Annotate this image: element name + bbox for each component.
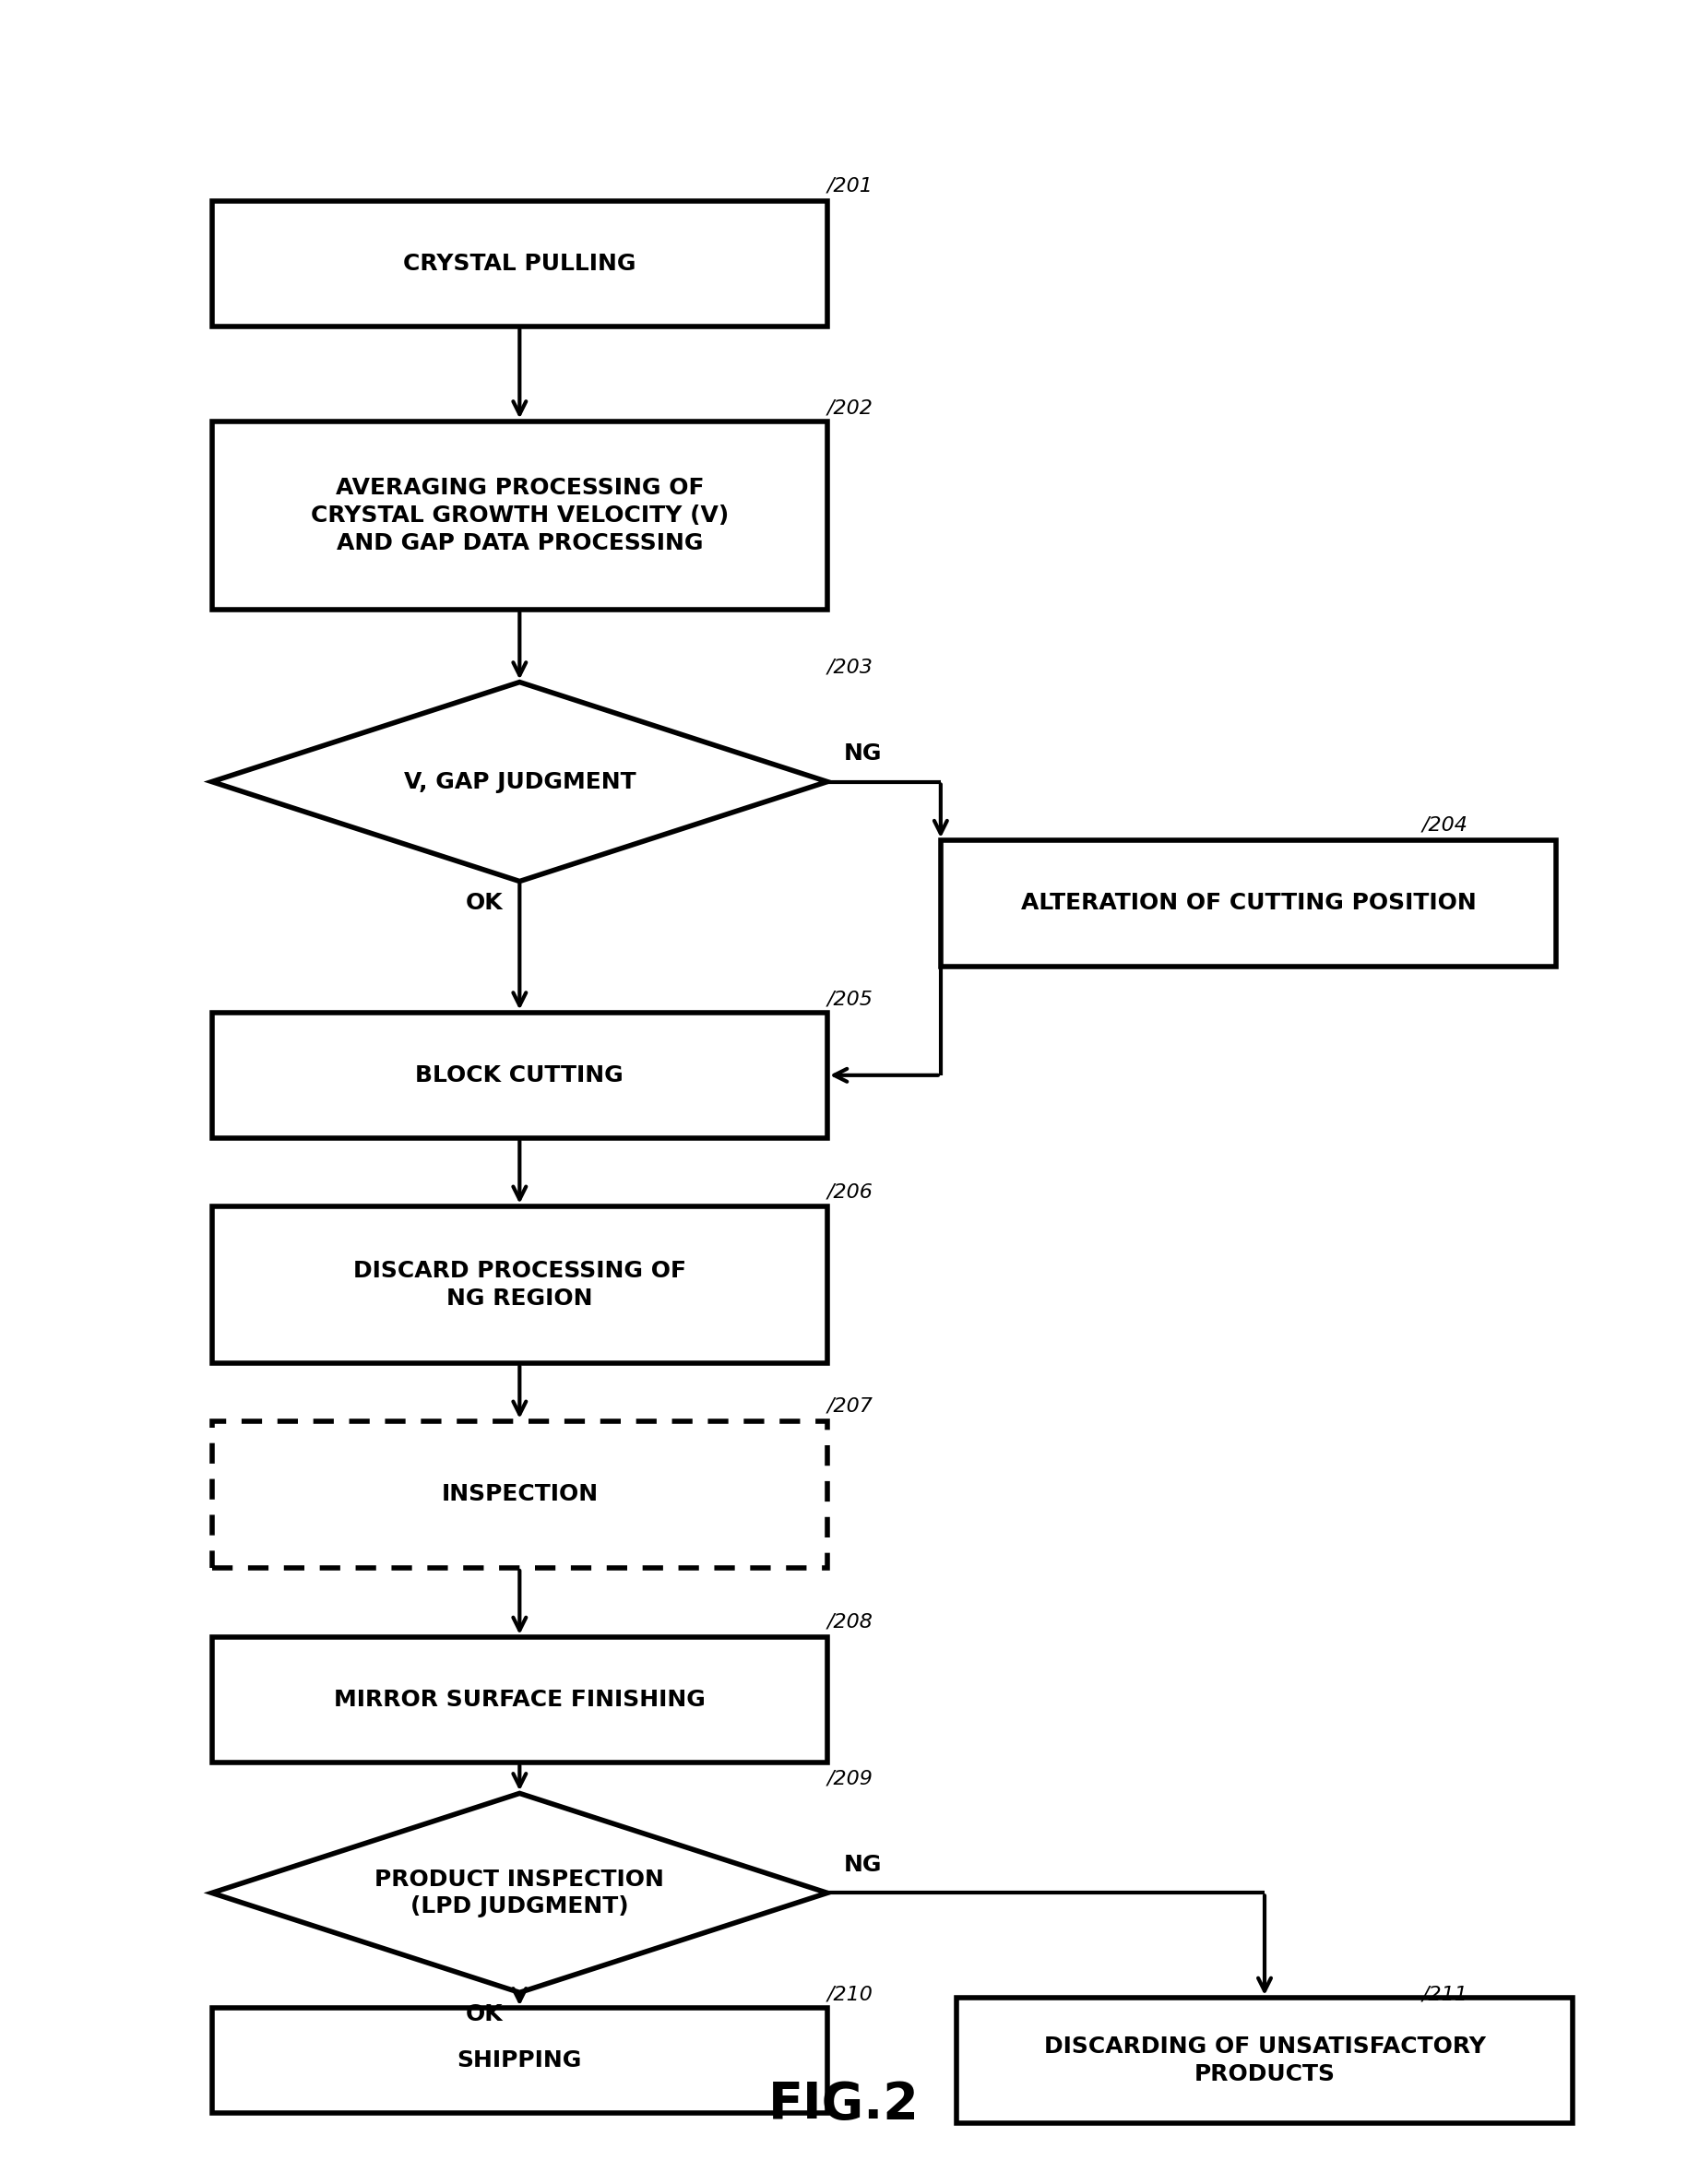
Text: OK: OK (466, 891, 503, 913)
Text: /203: /203 (827, 657, 874, 677)
Bar (941, 841, 1555, 965)
Text: SHIPPING: SHIPPING (457, 2049, 582, 2073)
Text: /209: /209 (827, 1769, 874, 1789)
Text: AVERAGING PROCESSING OF
CRYSTAL GROWTH VELOCITY (V)
AND GAP DATA PROCESSING: AVERAGING PROCESSING OF CRYSTAL GROWTH V… (310, 476, 729, 555)
Text: INSPECTION: INSPECTION (440, 1483, 599, 1505)
Text: MIRROR SURFACE FINISHING: MIRROR SURFACE FINISHING (334, 1688, 705, 1710)
Text: /208: /208 (827, 1612, 874, 1631)
Text: OK: OK (466, 2003, 503, 2025)
Polygon shape (213, 1793, 827, 1992)
Bar (213, 422, 827, 609)
Text: PRODUCT INSPECTION
(LPD JUDGMENT): PRODUCT INSPECTION (LPD JUDGMENT) (375, 1867, 665, 1918)
Polygon shape (213, 681, 827, 882)
Text: /206: /206 (827, 1182, 874, 1201)
Text: /211: /211 (1422, 1985, 1468, 2005)
Text: /201: /201 (827, 177, 874, 194)
Text: FIG.2: FIG.2 (768, 2079, 919, 2129)
Text: /202: /202 (827, 397, 874, 417)
Bar (213, 1206, 827, 1363)
Bar (213, 1422, 827, 1568)
Text: CRYSTAL PULLING: CRYSTAL PULLING (403, 253, 636, 275)
Text: /205: /205 (827, 989, 874, 1009)
Bar (213, 201, 827, 328)
Bar (213, 1638, 827, 1762)
Text: V, GAP JUDGMENT: V, GAP JUDGMENT (403, 771, 636, 793)
Text: DISCARDING OF UNSATISFACTORY
PRODUCTS: DISCARDING OF UNSATISFACTORY PRODUCTS (1044, 2035, 1486, 2086)
Text: NG: NG (844, 1854, 882, 1876)
Bar (957, 1998, 1572, 2123)
Text: DISCARD PROCESSING OF
NG REGION: DISCARD PROCESSING OF NG REGION (353, 1260, 687, 1310)
Text: NG: NG (844, 743, 882, 764)
Text: /204: /204 (1422, 815, 1468, 834)
Bar (213, 2009, 827, 2114)
Text: BLOCK CUTTING: BLOCK CUTTING (415, 1064, 624, 1085)
Text: /210: /210 (827, 1985, 874, 2005)
Bar (213, 1013, 827, 1138)
Text: ALTERATION OF CUTTING POSITION: ALTERATION OF CUTTING POSITION (1021, 893, 1476, 915)
Text: /207: /207 (827, 1396, 874, 1415)
